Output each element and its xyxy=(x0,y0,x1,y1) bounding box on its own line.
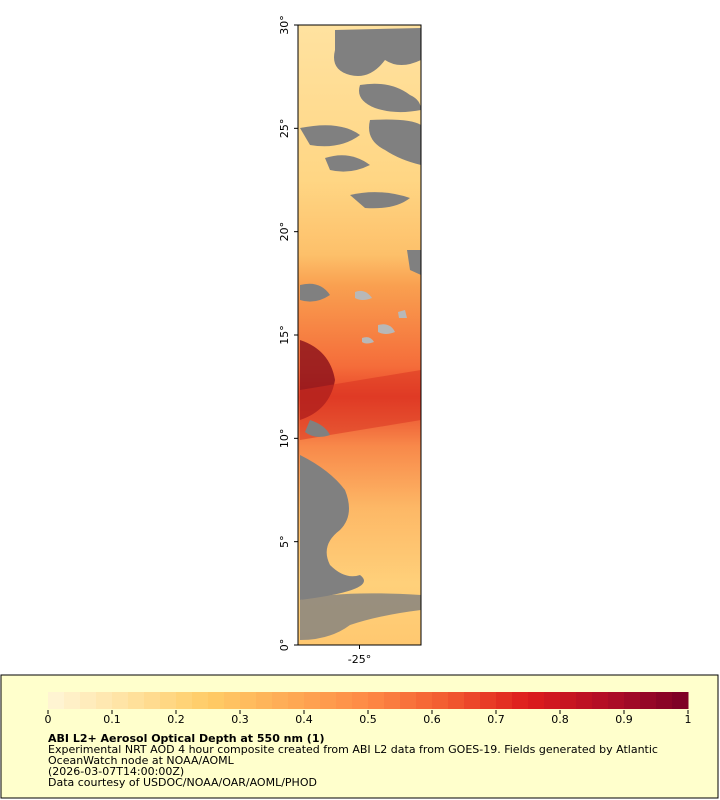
colorbar-step xyxy=(240,692,257,709)
colorbar: 0 0.1 0.2 0.3 0.4 0.5 0.6 0.7 0.8 0.9 1 xyxy=(45,692,692,726)
colorbar-step xyxy=(480,692,497,709)
colorbar-tick-label: 0.3 xyxy=(231,713,249,726)
colorbar-step xyxy=(496,692,513,709)
y-tick-label: 25° xyxy=(278,119,291,139)
y-tick-label: 30° xyxy=(278,15,291,35)
legend-line: (2026-03-07T14:00:00Z) xyxy=(48,765,184,778)
colorbar-step xyxy=(336,692,353,709)
colorbar-tick-label: 0.6 xyxy=(423,713,441,726)
colorbar-step xyxy=(160,692,177,709)
colorbar-tick-label: 0.5 xyxy=(359,713,377,726)
colorbar-tick-label: 0 xyxy=(45,713,52,726)
legend-line: Data courtesy of USDOC/NOAA/OAR/AOML/PHO… xyxy=(48,776,317,789)
colorbar-step xyxy=(448,692,465,709)
x-tick-label: -25° xyxy=(348,653,371,666)
colorbar-step xyxy=(80,692,97,709)
colorbar-step xyxy=(48,692,65,709)
legend-title: ABI L2+ Aerosol Optical Depth at 550 nm … xyxy=(48,732,325,745)
colorbar-step xyxy=(144,692,161,709)
colorbar-step xyxy=(192,692,209,709)
colorbar-step xyxy=(416,692,433,709)
y-tick-label: 10° xyxy=(278,429,291,449)
y-tick-label: 5° xyxy=(278,535,291,548)
colorbar-tick-label: 0.7 xyxy=(487,713,505,726)
colorbar-step xyxy=(432,692,449,709)
colorbar-tick-label: 0.1 xyxy=(103,713,121,726)
colorbar-step xyxy=(64,692,81,709)
legend-line: OceanWatch node at NOAA/AOML xyxy=(48,754,235,767)
colorbar-step xyxy=(352,692,369,709)
colorbar-step xyxy=(400,692,417,709)
colorbar-step xyxy=(128,692,145,709)
colorbar-step xyxy=(208,692,225,709)
colorbar-tick-label: 0.2 xyxy=(167,713,185,726)
colorbar-tick-label: 0.8 xyxy=(551,713,569,726)
colorbar-step xyxy=(464,692,481,709)
colorbar-step xyxy=(608,692,625,709)
colorbar-step xyxy=(368,692,385,709)
map-raster xyxy=(298,25,421,645)
colorbar-tick-label: 1 xyxy=(685,713,692,726)
y-tick-label: 15° xyxy=(278,325,291,345)
colorbar-step xyxy=(624,692,641,709)
axes: 0° 5° 10° 15° 20° 25° 30° -25° xyxy=(278,15,371,666)
colorbar-step xyxy=(176,692,193,709)
colorbar-step xyxy=(272,692,289,709)
colorbar-step xyxy=(512,692,529,709)
colorbar-step xyxy=(256,692,273,709)
colorbar-step xyxy=(112,692,129,709)
legend-line: Experimental NRT AOD 4 hour composite cr… xyxy=(48,743,658,756)
colorbar-step xyxy=(672,692,689,709)
colorbar-tick-label: 0.9 xyxy=(615,713,633,726)
colorbar-step xyxy=(528,692,545,709)
colorbar-step xyxy=(304,692,321,709)
colorbar-step xyxy=(320,692,337,709)
y-tick-label: 0° xyxy=(278,639,291,652)
colorbar-step xyxy=(656,692,673,709)
colorbar-step xyxy=(224,692,241,709)
colorbar-step xyxy=(576,692,593,709)
colorbar-step xyxy=(96,692,113,709)
colorbar-step xyxy=(592,692,609,709)
colorbar-step xyxy=(544,692,561,709)
colorbar-step xyxy=(288,692,305,709)
colorbar-step xyxy=(640,692,657,709)
colorbar-step xyxy=(560,692,577,709)
y-tick-label: 20° xyxy=(278,222,291,242)
colorbar-tick-label: 0.4 xyxy=(295,713,313,726)
colorbar-step xyxy=(384,692,401,709)
